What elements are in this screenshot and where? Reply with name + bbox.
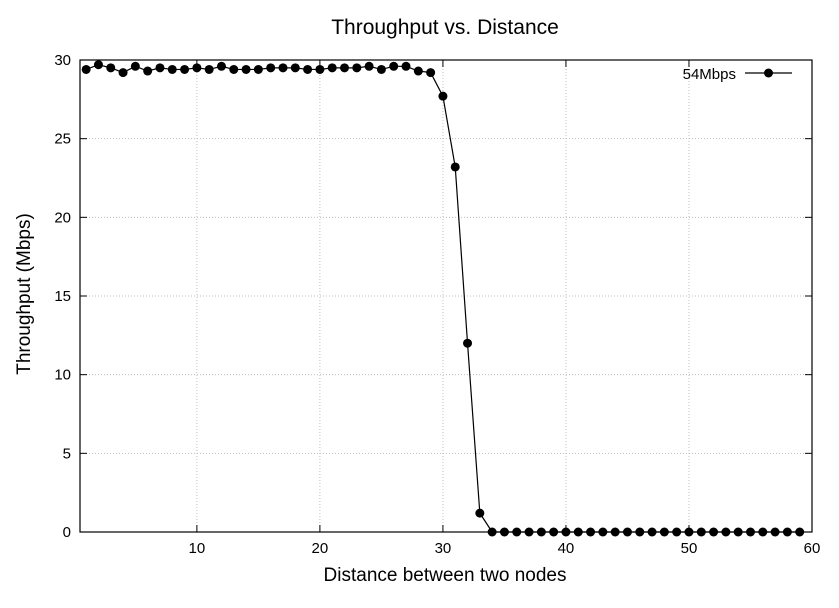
- chart-title: Throughput vs. Distance: [331, 16, 559, 39]
- data-point: [192, 63, 202, 73]
- data-point: [499, 527, 509, 537]
- data-point: [180, 64, 190, 74]
- y-tick-label: 0: [63, 524, 71, 541]
- y-tick-label: 10: [54, 367, 71, 384]
- data-point: [216, 61, 226, 71]
- data-point: [770, 527, 780, 537]
- y-tick-label: 20: [54, 209, 71, 226]
- data-point: [721, 527, 731, 537]
- data-point: [327, 63, 337, 73]
- data-point: [696, 527, 706, 537]
- data-point: [278, 63, 288, 73]
- data-point: [376, 64, 386, 74]
- data-point: [463, 338, 473, 348]
- data-point: [512, 527, 522, 537]
- data-point: [684, 527, 694, 537]
- data-point: [758, 527, 768, 537]
- data-point: [487, 527, 497, 537]
- data-point: [143, 66, 153, 76]
- data-point: [635, 527, 645, 537]
- data-point: [709, 527, 719, 537]
- y-tick-label: 30: [54, 52, 71, 69]
- y-tick-label: 5: [63, 445, 71, 462]
- data-point: [93, 60, 103, 70]
- data-point: [561, 527, 571, 537]
- legend-marker: [764, 68, 773, 78]
- data-point: [610, 527, 620, 537]
- data-point: [266, 63, 276, 73]
- legend: 54Mbps: [683, 66, 792, 83]
- data-point: [204, 64, 214, 74]
- data-point: [426, 68, 436, 78]
- x-tick-label: 10: [189, 540, 206, 557]
- data-point: [81, 64, 91, 74]
- data-point: [672, 527, 682, 537]
- data-point: [315, 64, 325, 74]
- data-point: [782, 527, 792, 537]
- data-point: [253, 64, 263, 74]
- data-point: [475, 508, 485, 518]
- data-point: [229, 64, 239, 74]
- data-point: [586, 527, 596, 537]
- data-point: [413, 66, 423, 76]
- data-point: [659, 527, 669, 537]
- y-axis-label: Throughput (Mbps): [14, 213, 35, 375]
- data-point: [352, 63, 362, 73]
- data-point: [130, 61, 140, 71]
- data-point: [450, 162, 460, 172]
- data-point: [549, 527, 559, 537]
- legend-label: 54Mbps: [683, 66, 736, 83]
- data-point: [573, 527, 583, 537]
- data-point: [733, 527, 743, 537]
- data-point: [438, 91, 448, 101]
- series-line: [85, 64, 800, 533]
- x-tick-label: 40: [558, 540, 575, 557]
- data-point: [241, 64, 251, 74]
- data-point: [536, 527, 546, 537]
- axes: 10 20 30 40 50 60 0 5 10 15 20 25 30: [54, 52, 820, 557]
- data-point: [118, 68, 128, 78]
- grid-layer: [80, 59, 813, 533]
- data-series-layer: [81, 60, 805, 537]
- y-tick-label: 25: [54, 131, 71, 148]
- data-point: [524, 527, 534, 537]
- x-tick-label: 20: [312, 540, 329, 557]
- data-point: [155, 63, 165, 73]
- x-tick-label: 50: [681, 540, 698, 557]
- data-point: [622, 527, 632, 537]
- x-tick-label: 60: [804, 540, 821, 557]
- data-point: [745, 527, 755, 537]
- y-tick-label: 15: [54, 288, 71, 305]
- data-point: [290, 63, 300, 73]
- data-point: [389, 61, 399, 71]
- data-point: [401, 61, 411, 71]
- data-point: [303, 64, 313, 74]
- x-tick-label: 30: [435, 540, 452, 557]
- x-axis-label: Distance between two nodes: [324, 565, 567, 586]
- data-point: [364, 61, 374, 71]
- data-point: [167, 64, 177, 74]
- data-point: [106, 63, 116, 73]
- data-point: [795, 527, 805, 537]
- data-point: [647, 527, 657, 537]
- data-point: [598, 527, 608, 537]
- data-point: [340, 63, 350, 73]
